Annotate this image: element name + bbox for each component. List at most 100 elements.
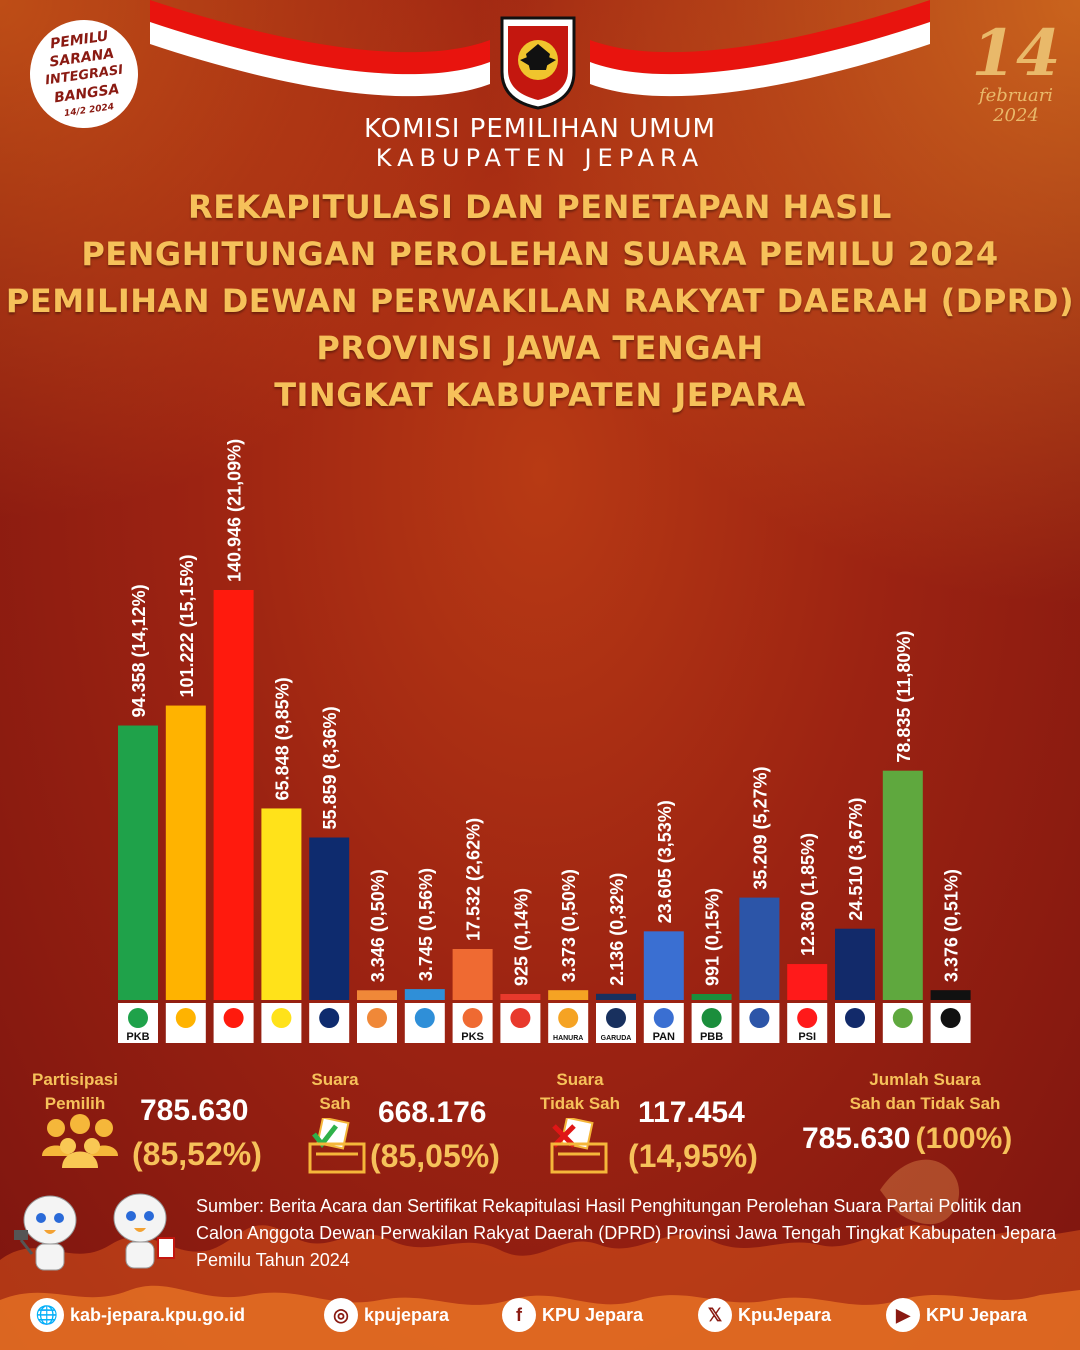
social-label: KpuJepara: [738, 1304, 832, 1325]
bar-ppp: [882, 770, 923, 1000]
party-logo-demokrat-icon: [739, 1003, 780, 1043]
bar-golkar: [261, 808, 302, 1000]
bar-value-label: 3.376 (0,51%): [942, 869, 962, 982]
bar-pks: [452, 949, 493, 1000]
party-logo-text: HANURA: [553, 1035, 583, 1042]
party-logo-pan-icon: PAN: [643, 1003, 684, 1043]
bar-value-label: 55.859 (8,36%): [320, 706, 340, 829]
instagram-icon: ◎: [324, 1298, 358, 1332]
bar-value-label: 925 (0,14%): [511, 888, 531, 986]
bar-value-label: 12.360 (1,85%): [798, 833, 818, 956]
voters-icon: [42, 1114, 118, 1168]
party-logo-nasdem-icon: [309, 1003, 350, 1043]
bar-value-label: 3.346 (0,50%): [368, 869, 388, 982]
party-logo-pks-icon: PKS: [452, 1003, 493, 1043]
stat-label-line: Suara: [311, 1070, 359, 1089]
social-label: KPU Jepara: [542, 1304, 644, 1325]
globe-icon: 🌐: [30, 1298, 64, 1332]
bar-value-label: 78.835 (11,80%): [894, 631, 914, 763]
party-logo-ppp-icon: [882, 1003, 923, 1043]
bar-demokrat: [739, 897, 780, 1000]
party-logo-golkar-icon: [261, 1003, 302, 1043]
social-facebook[interactable]: f KPU Jepara: [502, 1296, 643, 1334]
bar-pkn: [500, 994, 541, 1000]
bar-value-label: 3.373 (0,50%): [559, 869, 579, 982]
bar-value-label: 3.745 (0,56%): [416, 868, 436, 981]
social-label: kab-jepara.kpu.go.id: [70, 1304, 246, 1325]
stat-invalid-value: 117.454: [638, 1096, 745, 1129]
title-line-3: PEMILIHAN DEWAN PERWAKILAN RAKYAT DAERAH…: [5, 282, 1075, 320]
bar-value-label: 101.222 (15,15%): [177, 554, 197, 697]
bar-value-label: 17.532 (2,62%): [464, 818, 484, 941]
stat-label-line: Tidak Sah: [540, 1094, 620, 1113]
stat-participation-value: 785.630: [140, 1094, 249, 1127]
flame-decoration: [0, 1159, 1080, 1350]
party-logo-pkb-icon: PKB: [118, 1003, 158, 1043]
org-region: KABUPATEN JEPARA: [375, 144, 705, 172]
bar-value-label: 991 (0,15%): [703, 888, 723, 986]
social-youtube[interactable]: ▶ KPU Jepara: [886, 1296, 1027, 1334]
date-mark: 14 februari 2024: [966, 22, 1066, 142]
stat-label-line: Sah: [319, 1094, 351, 1113]
bar-nasdem: [309, 837, 350, 1000]
mascot-right-icon: [113, 1193, 175, 1269]
stat-valid-pct: (85,05%): [370, 1138, 500, 1174]
social-label: kpujepara: [364, 1304, 450, 1325]
party-logo-pbb-icon: PBB: [691, 1003, 732, 1043]
stat-total-label: Jumlah Suara Sah dan Tidak Sah: [830, 1068, 1020, 1116]
org-name: KOMISI PEMILIHAN UMUM: [364, 114, 716, 144]
bar-value-label: 23.605 (3,53%): [655, 800, 675, 923]
date-day: 14: [971, 16, 1061, 91]
title-line-4: PROVINSI JAWA TENGAH: [316, 329, 764, 367]
stat-label-line: Partisipasi: [32, 1070, 118, 1089]
social-instagram[interactable]: ◎ kpujepara: [324, 1296, 449, 1334]
bar-hanura: [548, 990, 589, 1000]
stat-label-line: Jumlah Suara: [869, 1070, 981, 1089]
stat-total-pct: (100%): [915, 1122, 1013, 1155]
party-logo-text: PAN: [653, 1031, 675, 1043]
bar-garuda: [596, 993, 636, 1000]
facebook-icon: f: [502, 1298, 536, 1332]
bar-value-label: 140.946 (21,09%): [225, 439, 245, 582]
bar-value-label: 35.209 (5,27%): [750, 766, 770, 889]
bar-partai-ummat: [930, 990, 971, 1000]
bar-partai-buruh: [357, 990, 397, 1000]
party-logo-text: PBB: [700, 1031, 723, 1043]
party-logo-hanura-icon: HANURA: [548, 1003, 589, 1043]
social-label: KPU Jepara: [926, 1304, 1028, 1325]
party-logo-pkn-icon: [500, 1003, 541, 1043]
social-x[interactable]: 𝕏 KpuJepara: [698, 1296, 831, 1334]
social-website[interactable]: 🌐 kab-jepara.kpu.go.id: [30, 1296, 245, 1334]
ballot-box-valid-icon: [308, 1118, 366, 1174]
stat-label-line: Sah dan Tidak Sah: [849, 1094, 1001, 1113]
bar-pan: [643, 931, 684, 1000]
kpu-emblem-icon: [500, 16, 576, 110]
stat-label-line: Pemilih: [44, 1094, 106, 1113]
party-logo-text: PSI: [798, 1031, 816, 1043]
title-line-2: PENGHITUNGAN PEROLEHAN SUARA PEMILU 2024: [81, 235, 999, 273]
party-logo-psi-icon: PSI: [787, 1003, 828, 1043]
date-month: februari: [978, 85, 1054, 106]
ballot-box-invalid-icon: [550, 1118, 608, 1174]
party-logo-gerindra-icon: [165, 1003, 206, 1043]
title-line-5: TINGKAT KABUPATEN JEPARA: [274, 376, 806, 414]
party-logo-text: GARUDA: [601, 1035, 632, 1042]
bar-value-label: 65.848 (9,85%): [272, 677, 292, 800]
stat-total-value: 785.630: [802, 1122, 911, 1155]
bar-pdi-perjuangan: [213, 590, 254, 1000]
stat-valid-value: 668.176: [378, 1096, 487, 1129]
party-logo-text: PKS: [461, 1031, 484, 1043]
party-logo-perindo-icon: [835, 1003, 875, 1043]
bar-gerindra: [165, 705, 206, 1000]
party-logo-garuda-icon: GARUDA: [596, 1003, 636, 1043]
bar-pbb: [691, 994, 732, 1000]
party-logo-partai-buruh-icon: [357, 1003, 397, 1043]
bar-gelora: [404, 989, 445, 1000]
bar-psi: [787, 964, 828, 1000]
stat-participation-pct: (85,52%): [132, 1136, 262, 1172]
party-logo-text: PKB: [126, 1031, 149, 1043]
party-logo-pdi-perjuangan-icon: [213, 1003, 254, 1043]
party-logo-gelora-icon: [404, 1003, 445, 1043]
stat-invalid-pct: (14,95%): [628, 1138, 758, 1174]
